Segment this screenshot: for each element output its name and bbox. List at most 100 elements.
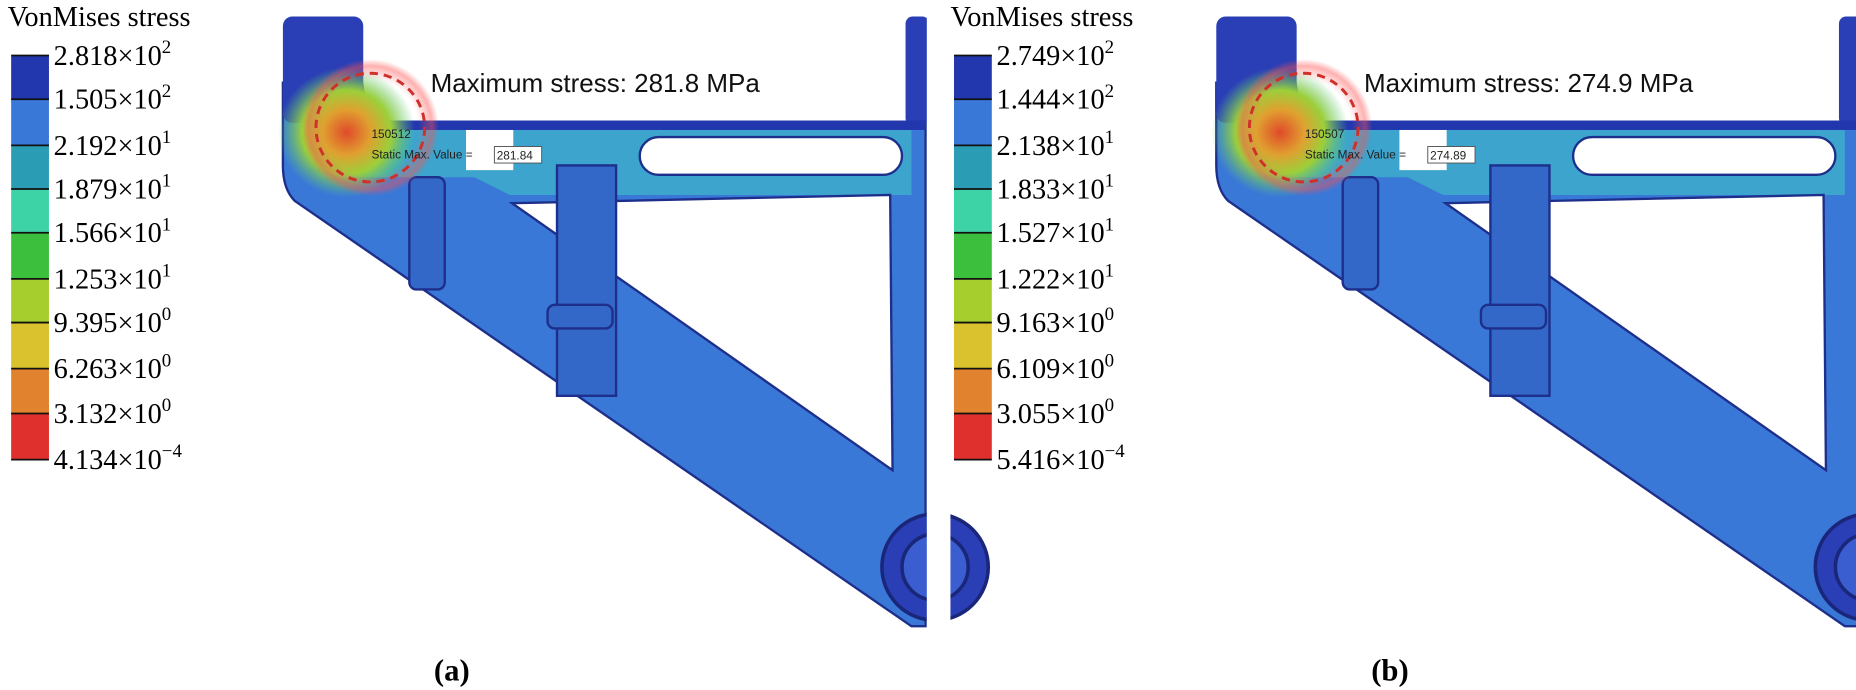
max-annotation: Maximum stress: 281.8 MPa [431, 68, 761, 98]
color-band [953, 413, 992, 460]
legend-label: 2.749×102 [997, 37, 1115, 72]
legend-label: 2.192×101 [54, 127, 172, 162]
panel-caption: (b) [1371, 654, 1409, 688]
label-exponent: −4 [1105, 441, 1126, 462]
label-mantissa: 6.263×10 [54, 354, 162, 385]
label-mantissa: 4.134×10 [54, 445, 162, 476]
label-mantissa: 1.566×10 [54, 218, 162, 249]
slot [1571, 135, 1837, 177]
legend-label: 1.879×101 [54, 171, 172, 206]
color-band [11, 368, 49, 414]
crop [926, 0, 951, 639]
label-mantissa: 3.055×10 [997, 399, 1105, 430]
legend-label: 1.253×101 [54, 260, 172, 295]
panel-caption: (a) [434, 654, 470, 688]
legend-label: 1.833×101 [997, 171, 1115, 206]
rib [555, 164, 618, 397]
color-band [11, 145, 49, 190]
probe-box [1427, 146, 1476, 164]
color-band [11, 55, 49, 100]
label-mantissa: 1.505×10 [54, 85, 162, 116]
max-annotation: Maximum stress: 274.9 MPa [1364, 68, 1694, 98]
label-exponent: 0 [1105, 350, 1114, 371]
rib [1489, 164, 1551, 397]
legend-label: 5.416×10−4 [997, 441, 1126, 476]
legend-title: VonMises stress [950, 2, 1133, 33]
node-id: 150512 [372, 127, 411, 141]
legend-label: 2.138×101 [997, 127, 1115, 162]
label-exponent: 0 [162, 395, 171, 416]
label-exponent: 2 [1105, 81, 1114, 102]
fea-model: 150507 Static Max. Value = 274.89 Maximum s… [1211, 16, 1856, 628]
color-band [953, 322, 992, 369]
label-exponent: 0 [162, 350, 171, 371]
label-exponent: 2 [1105, 37, 1114, 58]
label-exponent: 1 [162, 127, 171, 148]
legend-label: 6.109×100 [997, 350, 1115, 385]
legend-label: 3.055×100 [997, 395, 1115, 430]
color-band [11, 278, 49, 323]
slot [638, 135, 904, 177]
label-exponent: 2 [162, 81, 171, 102]
color-band [953, 99, 992, 146]
color-band [953, 55, 992, 100]
probe-value: 281.84 [497, 149, 534, 163]
label-exponent: −4 [162, 441, 183, 462]
label-mantissa: 5.416×10 [997, 445, 1105, 476]
color-band [953, 145, 992, 190]
color-band [953, 232, 992, 279]
probe-box [493, 146, 543, 164]
legend-label: 3.132×100 [54, 395, 172, 430]
right-tab [1838, 16, 1856, 126]
glow-ring [1235, 59, 1373, 197]
color-band [953, 368, 992, 414]
right-tab [905, 16, 930, 126]
label-exponent: 0 [1105, 304, 1114, 325]
label-mantissa: 1.253×10 [54, 264, 162, 295]
label-mantissa: 9.395×10 [54, 308, 162, 339]
top-edge [1295, 120, 1856, 130]
label-exponent: 0 [1105, 395, 1114, 416]
top-edge [362, 120, 926, 130]
color-band [953, 278, 992, 323]
label-mantissa: 2.749×10 [997, 41, 1105, 72]
legend-label: 1.566×101 [54, 214, 172, 249]
color-band [11, 413, 49, 460]
color-band [11, 232, 49, 279]
legend: VonMises stress2.749×1021.444×1022.138×1… [950, 2, 1133, 476]
label-mantissa: 1.222×10 [997, 264, 1105, 295]
side-tab [1341, 176, 1380, 291]
label-mantissa: 1.527×10 [997, 218, 1105, 249]
label-mantissa: 1.444×10 [997, 85, 1105, 116]
label-mantissa: 2.138×10 [997, 131, 1105, 162]
max-circle [314, 71, 427, 184]
hub-inner [1833, 534, 1856, 600]
max-circle [1247, 71, 1360, 184]
legend-label: 9.163×100 [997, 304, 1115, 339]
legend: VonMises stress2.818×1021.505×1022.192×1… [8, 2, 191, 476]
color-band [11, 322, 49, 369]
legend-label: 2.818×102 [54, 37, 172, 72]
label-exponent: 1 [162, 214, 171, 235]
legend-label: 1.505×102 [54, 81, 172, 116]
fea-model: 150512 Static Max. Value = 281.84 Maximum s… [278, 0, 991, 639]
label-exponent: 1 [1105, 171, 1114, 192]
rib-pin [1479, 303, 1548, 330]
glow-ring [301, 59, 439, 197]
label-mantissa: 9.163×10 [997, 308, 1105, 339]
label-exponent: 1 [162, 171, 171, 192]
legend-label: 6.263×100 [54, 350, 172, 385]
label-exponent: 1 [1105, 127, 1114, 148]
label-exponent: 1 [1105, 260, 1114, 281]
label-exponent: 2 [162, 37, 171, 58]
probe-label: Static Max. Value = [372, 147, 473, 161]
rib-pin [546, 303, 614, 330]
legend-label: 9.395×100 [54, 304, 172, 339]
color-band [11, 99, 49, 146]
label-mantissa: 2.818×10 [54, 41, 162, 72]
legend-label: 4.134×10−4 [54, 441, 183, 476]
probe-label: Static Max. Value = [1305, 147, 1406, 161]
label-exponent: 1 [1105, 214, 1114, 235]
label-mantissa: 2.192×10 [54, 131, 162, 162]
